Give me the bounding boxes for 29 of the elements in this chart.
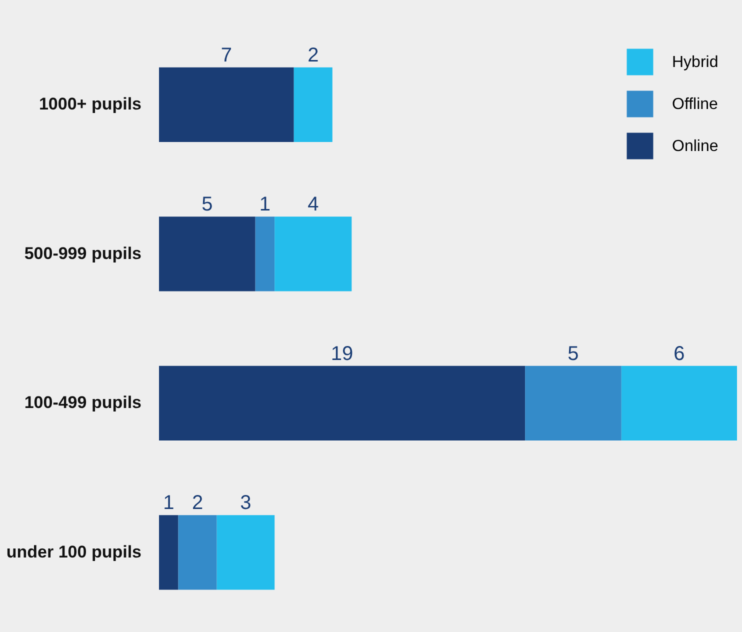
legend-label: Hybrid <box>672 54 718 71</box>
data-label: 7 <box>220 44 232 66</box>
bar <box>159 216 256 292</box>
bar <box>159 366 526 440</box>
data-label: 1 <box>163 492 174 514</box>
legend-label: Offline <box>672 96 718 113</box>
bar <box>159 67 294 142</box>
data-label: 3 <box>240 492 252 514</box>
data-label: 2 <box>308 44 319 66</box>
y-tick-label: under 100 pupils <box>6 542 142 562</box>
data-label: 1 <box>259 194 271 216</box>
bar <box>294 67 332 142</box>
data-label: 6 <box>674 342 685 365</box>
y-tick-label: 1000+ pupils <box>38 94 142 114</box>
data-label: 4 <box>308 194 319 216</box>
bar <box>274 216 352 292</box>
bar <box>525 366 622 440</box>
data-label: 19 <box>330 342 354 365</box>
bar <box>255 216 275 292</box>
bar <box>159 515 178 590</box>
data-label: 5 <box>202 194 213 216</box>
data-label: 5 <box>568 342 579 365</box>
y-tick-label: 500-999 pupils <box>24 244 142 263</box>
bar <box>216 515 275 590</box>
bar <box>178 515 217 590</box>
data-label: 2 <box>192 492 204 514</box>
legend-label: Online <box>672 138 718 155</box>
y-tick-label: 100-499 pupils <box>24 393 142 412</box>
bar <box>621 366 737 440</box>
